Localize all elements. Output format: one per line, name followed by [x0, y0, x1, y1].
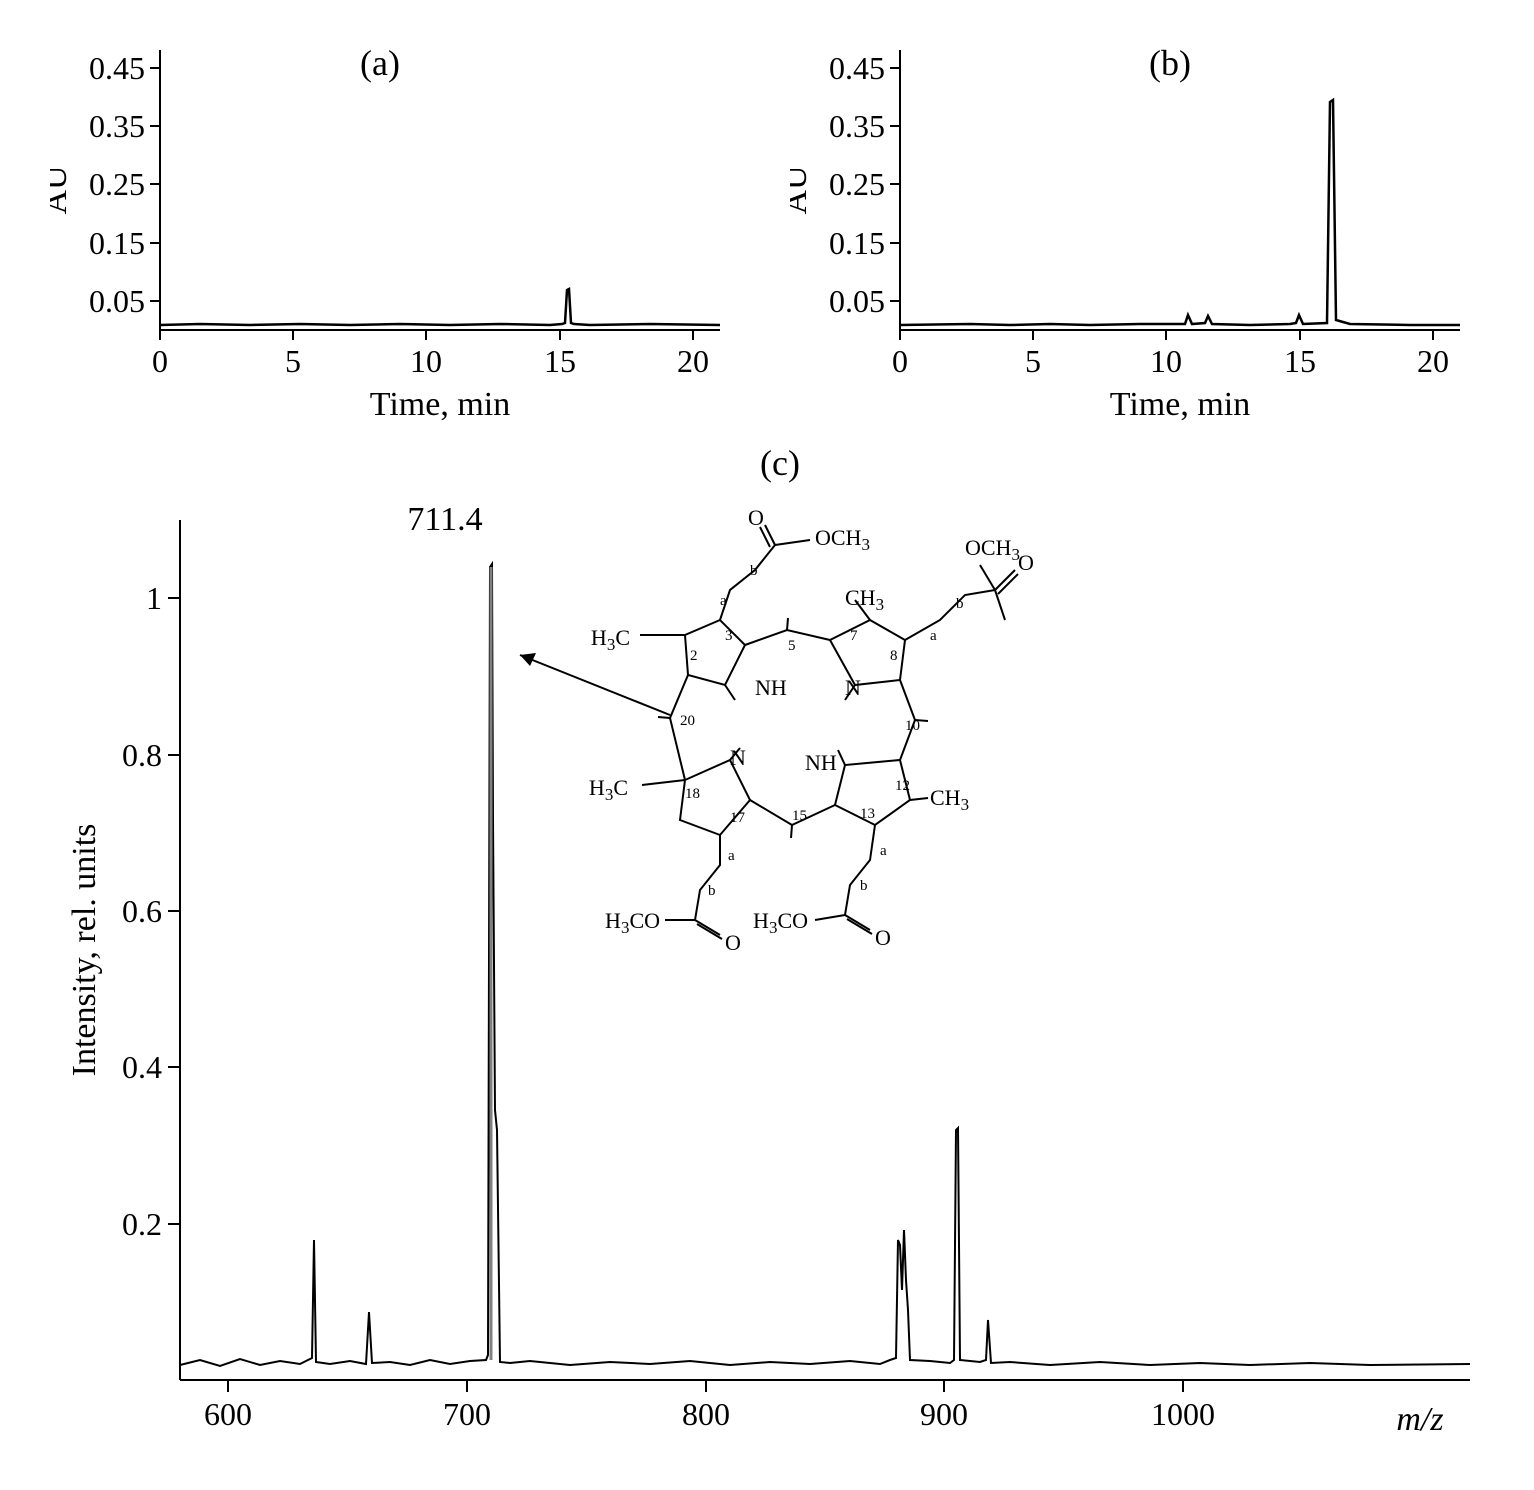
panel-a-yticks: 0.05 0.15 0.25 0.35 0.45: [89, 50, 160, 319]
svg-text:H3C: H3C: [591, 625, 630, 654]
panel-b: 0 5 10 15 20 0.05 0.15 0.25 0.35 0.45 Ti…: [790, 30, 1490, 430]
xtick-5: 5: [1025, 343, 1041, 379]
svg-text:13: 13: [860, 806, 875, 822]
ytick-0.45: 0.45: [829, 50, 885, 86]
ytick-0.05: 0.05: [829, 283, 885, 319]
figure-container: 0 5 10 15 20 0.05 0.15 0.25 0.35 0.45 Ti…: [20, 20, 1514, 1470]
ytick-0.15: 0.15: [829, 225, 885, 261]
svg-text:b: b: [750, 563, 758, 579]
svg-text:O: O: [725, 930, 741, 955]
ytick-0.15: 0.15: [89, 225, 145, 261]
svg-text:H3CO: H3CO: [753, 908, 808, 937]
ytick-0.35: 0.35: [89, 108, 145, 144]
ytick-0.4: 0.4: [122, 1049, 162, 1085]
peak-annotation: 711.4: [407, 501, 482, 538]
xtick-800: 800: [682, 1396, 730, 1432]
panel-a-xlabel: Time, min: [370, 386, 510, 423]
ytick-0.25: 0.25: [89, 166, 145, 202]
svg-text:OCH3: OCH3: [815, 525, 870, 554]
ytick-0.2: 0.2: [122, 1206, 162, 1242]
panel-b-xlabel: Time, min: [1110, 386, 1250, 423]
mol-nh2: NH: [805, 750, 837, 775]
mol-n1: N: [845, 675, 861, 700]
svg-text:5: 5: [788, 638, 796, 654]
panel-c-label: (c): [760, 443, 800, 483]
svg-text:a: a: [720, 593, 727, 609]
svg-text:15: 15: [792, 808, 807, 824]
svg-text:H3CO: H3CO: [605, 908, 660, 937]
mol-n2: N: [730, 745, 746, 770]
ytick-0.45: 0.45: [89, 50, 145, 86]
xtick-600: 600: [204, 1396, 252, 1432]
xtick-5: 5: [285, 343, 301, 379]
xtick-900: 900: [920, 1396, 968, 1432]
panel-c-axes: 600 700 800 900 1000 0.2 0.4 0.6 0.8 1 m…: [66, 520, 1470, 1438]
svg-text:O: O: [1018, 550, 1034, 575]
xtick-10: 10: [1150, 343, 1182, 379]
svg-text:a: a: [728, 848, 735, 864]
panel-b-axes: 0 5 10 15 20 0.05 0.15 0.25 0.35 0.45 Ti…: [790, 43, 1460, 423]
ytick-0.8: 0.8: [122, 737, 162, 773]
svg-text:20: 20: [680, 713, 695, 729]
svg-text:7: 7: [850, 628, 858, 644]
svg-text:8: 8: [890, 648, 898, 664]
svg-text:12: 12: [895, 778, 910, 794]
panel-a: 0 5 10 15 20 0.05 0.15 0.25 0.35 0.45 Ti…: [50, 30, 750, 430]
xtick-0: 0: [152, 343, 168, 379]
ytick-1.0: 1: [146, 580, 162, 616]
panel-a-trace: [160, 289, 720, 325]
svg-text:18: 18: [685, 786, 700, 802]
panel-a-label: (a): [360, 43, 400, 83]
mol-nh1: NH: [755, 675, 787, 700]
svg-text:3: 3: [725, 628, 733, 644]
panel-c-ylabel: Intensity, rel. units: [66, 824, 103, 1077]
panel-c-xlabel: m/z: [1396, 1401, 1443, 1438]
svg-text:2: 2: [690, 648, 698, 664]
xtick-15: 15: [544, 343, 576, 379]
svg-text:17: 17: [730, 810, 746, 826]
ytick-0.35: 0.35: [829, 108, 885, 144]
xtick-1000: 1000: [1151, 1396, 1215, 1432]
svg-text:10: 10: [905, 718, 920, 734]
xtick-20: 20: [1417, 343, 1449, 379]
xtick-700: 700: [443, 1396, 491, 1432]
ytick-0.25: 0.25: [829, 166, 885, 202]
svg-text:CH3: CH3: [845, 585, 884, 614]
xtick-0: 0: [892, 343, 908, 379]
svg-text:a: a: [930, 628, 937, 644]
xtick-10: 10: [410, 343, 442, 379]
panel-c-trace: [180, 564, 1470, 1366]
svg-text:O: O: [748, 505, 764, 530]
panel-b-label: (b): [1149, 43, 1191, 83]
panel-b-trace: [900, 100, 1460, 325]
panel-b-ylabel: AU: [790, 165, 814, 214]
panel-c: (c) 600 700 800 900 1000 0.2 0.4 0.6 0.8…: [50, 440, 1510, 1470]
svg-text:OCH3: OCH3: [965, 535, 1020, 564]
svg-text:a: a: [880, 843, 887, 859]
ytick-0.6: 0.6: [122, 893, 162, 929]
svg-text:H3C: H3C: [589, 775, 628, 804]
panel-a-axes: 0 5 10 15 20 0.05 0.15 0.25 0.35 0.45 Ti…: [50, 43, 720, 423]
svg-text:b: b: [860, 878, 868, 894]
svg-text:O: O: [875, 925, 891, 950]
svg-text:b: b: [708, 883, 716, 899]
svg-text:CH3: CH3: [930, 785, 969, 814]
panel-a-ylabel: AU: [50, 165, 74, 214]
molecular-structure: NH N NH N 2 3 5 7 8 10 12 13 15 17 18 20…: [589, 505, 1034, 955]
panel-a-xticks: 0 5 10 15 20: [152, 330, 709, 379]
annotation-arrow: [520, 655, 670, 715]
svg-text:b: b: [956, 596, 964, 612]
xtick-20: 20: [677, 343, 709, 379]
ytick-0.05: 0.05: [89, 283, 145, 319]
xtick-15: 15: [1284, 343, 1316, 379]
